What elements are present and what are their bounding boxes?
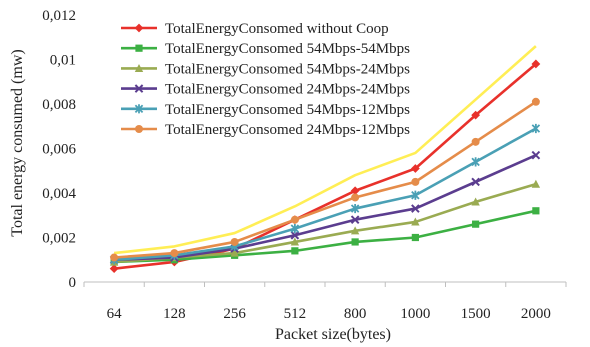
y-tick-label: 0,006 [42, 142, 76, 158]
data-point [134, 104, 144, 114]
data-point [134, 23, 144, 33]
series-line [114, 100, 537, 259]
series-line [114, 127, 537, 262]
legend: TotalEnergyConsomed without Coop TotalEne… [121, 21, 410, 138]
data-point [135, 125, 143, 133]
y-tick-label: 0,012 [42, 8, 76, 24]
y-tick-label: 0,002 [42, 231, 76, 247]
data-point [471, 157, 480, 167]
y-tick-label: 0,008 [42, 97, 76, 113]
x-axis-title: Packet size(bytes) [275, 326, 391, 343]
legend-label: TotalEnergyConsomed 24Mbps-24Mbps [165, 82, 410, 98]
data-point [411, 217, 420, 226]
data-point [411, 233, 419, 242]
data-point [471, 177, 480, 187]
data-point [531, 179, 541, 188]
data-point [471, 197, 480, 206]
data-point [135, 44, 143, 52]
x-tick-label: 2000 [521, 306, 551, 322]
legend-item: TotalEnergyConsomed 54Mbps-24Mbps [121, 61, 410, 77]
data-point [351, 238, 359, 246]
legend-label: TotalEnergyConsomed 24Mbps-12Mbps [165, 122, 410, 138]
data-point [110, 253, 119, 262]
x-tick-label: 1500 [461, 306, 491, 322]
x-tick-label: 1000 [400, 306, 430, 322]
data-point [411, 177, 420, 186]
data-point [350, 186, 360, 196]
series-line [114, 153, 537, 262]
data-point [531, 150, 541, 160]
legend-item: TotalEnergyConsomed 54Mbps-12Mbps [121, 102, 410, 118]
data-point [471, 137, 480, 146]
y-tick-label: 0 [69, 275, 77, 291]
legend-label: TotalEnergyConsomed 54Mbps-24Mbps [165, 61, 410, 77]
data-point [411, 190, 420, 200]
x-tick-label: 512 [284, 306, 307, 322]
series-line [113, 45, 537, 255]
data-point [350, 215, 360, 225]
data-point [109, 264, 119, 274]
data-point [291, 247, 299, 255]
data-point [134, 64, 144, 72]
data-point [290, 230, 300, 240]
x-tick-label: 256 [223, 306, 246, 322]
legend-label: TotalEnergyConsomed without Coop [165, 21, 389, 37]
axes: 64 128 256 512 800 1000 1500 2000 0 0,002 0,004 0,0… [42, 8, 567, 322]
series-layer [109, 45, 541, 274]
data-point [134, 84, 144, 93]
series-line [114, 209, 537, 264]
legend-label: TotalEnergyConsomed 54Mbps-12Mbps [165, 102, 410, 118]
data-point [351, 193, 360, 202]
data-point [472, 220, 480, 228]
data-point [350, 203, 360, 214]
data-point [411, 204, 420, 213]
data-point [350, 226, 360, 235]
x-tick-label: 128 [163, 306, 186, 322]
series [110, 97, 540, 262]
y-axis-title: Total energy consumed (mw) [9, 49, 26, 236]
x-tick-label: 800 [344, 306, 367, 322]
data-point [531, 123, 541, 134]
data-point [290, 215, 299, 224]
data-point [532, 207, 540, 215]
data-point [230, 237, 239, 246]
data-point [531, 59, 541, 69]
data-point [230, 248, 239, 257]
y-tick-label: 0,01 [50, 53, 76, 69]
legend-item: TotalEnergyConsomed 54Mbps-54Mbps [121, 41, 410, 57]
legend-item: TotalEnergyConsomed 24Mbps-12Mbps [121, 122, 410, 138]
legend-item: TotalEnergyConsomed without Coop [121, 21, 389, 37]
data-point [471, 110, 481, 120]
legend-label: TotalEnergyConsomed 54Mbps-54Mbps [165, 41, 410, 57]
y-tick-label: 0,004 [42, 186, 76, 202]
series [113, 45, 537, 255]
data-point [290, 224, 300, 234]
data-point [170, 249, 179, 258]
data-point [290, 237, 300, 246]
x-tick-label: 64 [107, 306, 123, 322]
data-point [531, 97, 540, 106]
data-point [410, 164, 420, 173]
legend-item: TotalEnergyConsomed 24Mbps-24Mbps [121, 82, 410, 98]
